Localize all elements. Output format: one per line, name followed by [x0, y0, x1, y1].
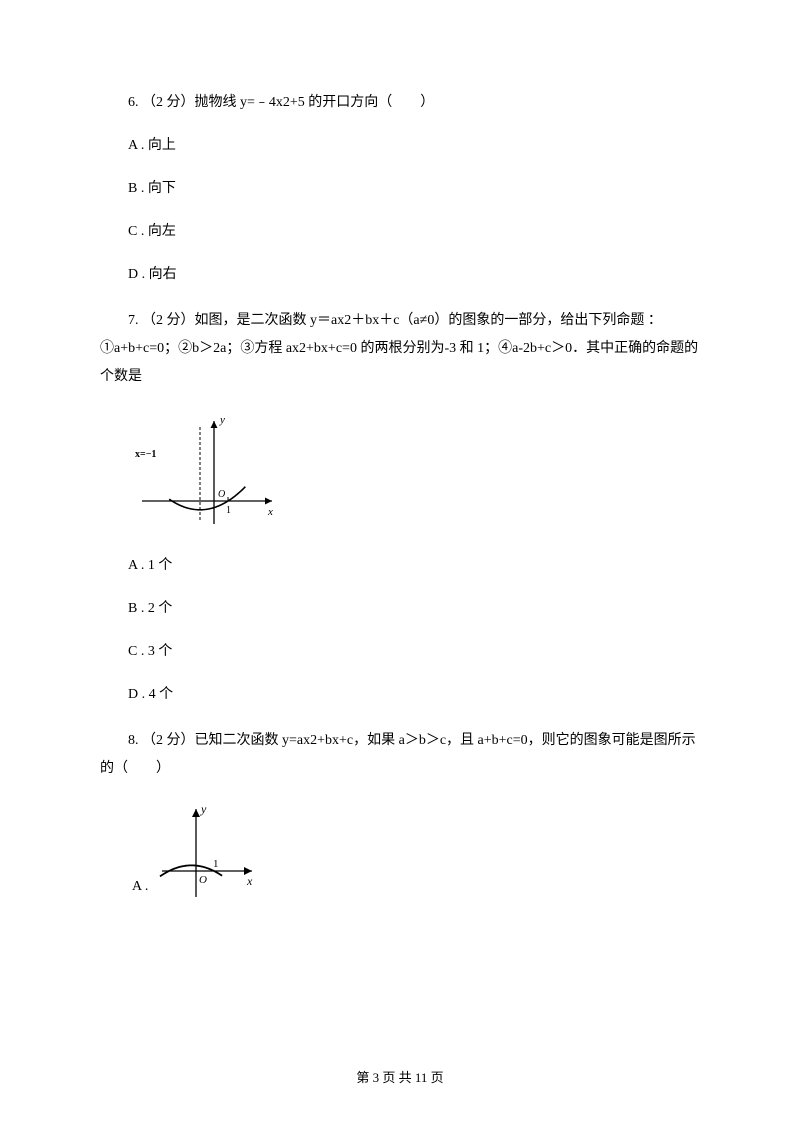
svg-text:y: y — [219, 414, 225, 426]
q6-option-d: D . 向右 — [100, 264, 700, 285]
q8-graph-a: y x O1 — [154, 801, 259, 901]
q7-option-d: D . 4 个 — [100, 684, 700, 705]
q8-option-a-row: A . y x O1 — [132, 801, 700, 901]
svg-text:y: y — [200, 802, 207, 816]
svg-text:O: O — [199, 874, 207, 886]
q6-option-a: A . 向上 — [100, 135, 700, 156]
page-footer: 第 3 页 共 11 页 — [0, 1067, 800, 1086]
q7-option-b: B . 2 个 — [100, 598, 700, 619]
q6-stem: 6. （2 分）抛物线 y=﹣4x2+5 的开口方向（ ） — [100, 92, 700, 113]
svg-text:x: x — [246, 874, 253, 888]
q7-stem: 7. （2 分）如图，是二次函数 y＝ax2＋bx＋c（a≠0）的图象的一部分，… — [100, 307, 700, 391]
q7-option-a: A . 1 个 — [100, 555, 700, 576]
svg-text:x=−1: x=−1 — [135, 449, 156, 460]
q7-option-c: C . 3 个 — [100, 641, 700, 662]
svg-text:x: x — [267, 506, 273, 518]
q6-option-b: B . 向下 — [100, 178, 700, 199]
svg-text:1: 1 — [213, 858, 219, 870]
svg-text:1: 1 — [226, 505, 231, 516]
q6-option-c: C . 向左 — [100, 221, 700, 242]
svg-text:O: O — [218, 489, 225, 500]
q7-graph: y x O1 x=−1 — [132, 409, 700, 539]
q8-option-a-label: A . — [132, 879, 148, 901]
q8-stem: 8. （2 分）已知二次函数 y=ax2+bx+c，如果 a＞b＞c，且 a+b… — [100, 727, 700, 783]
